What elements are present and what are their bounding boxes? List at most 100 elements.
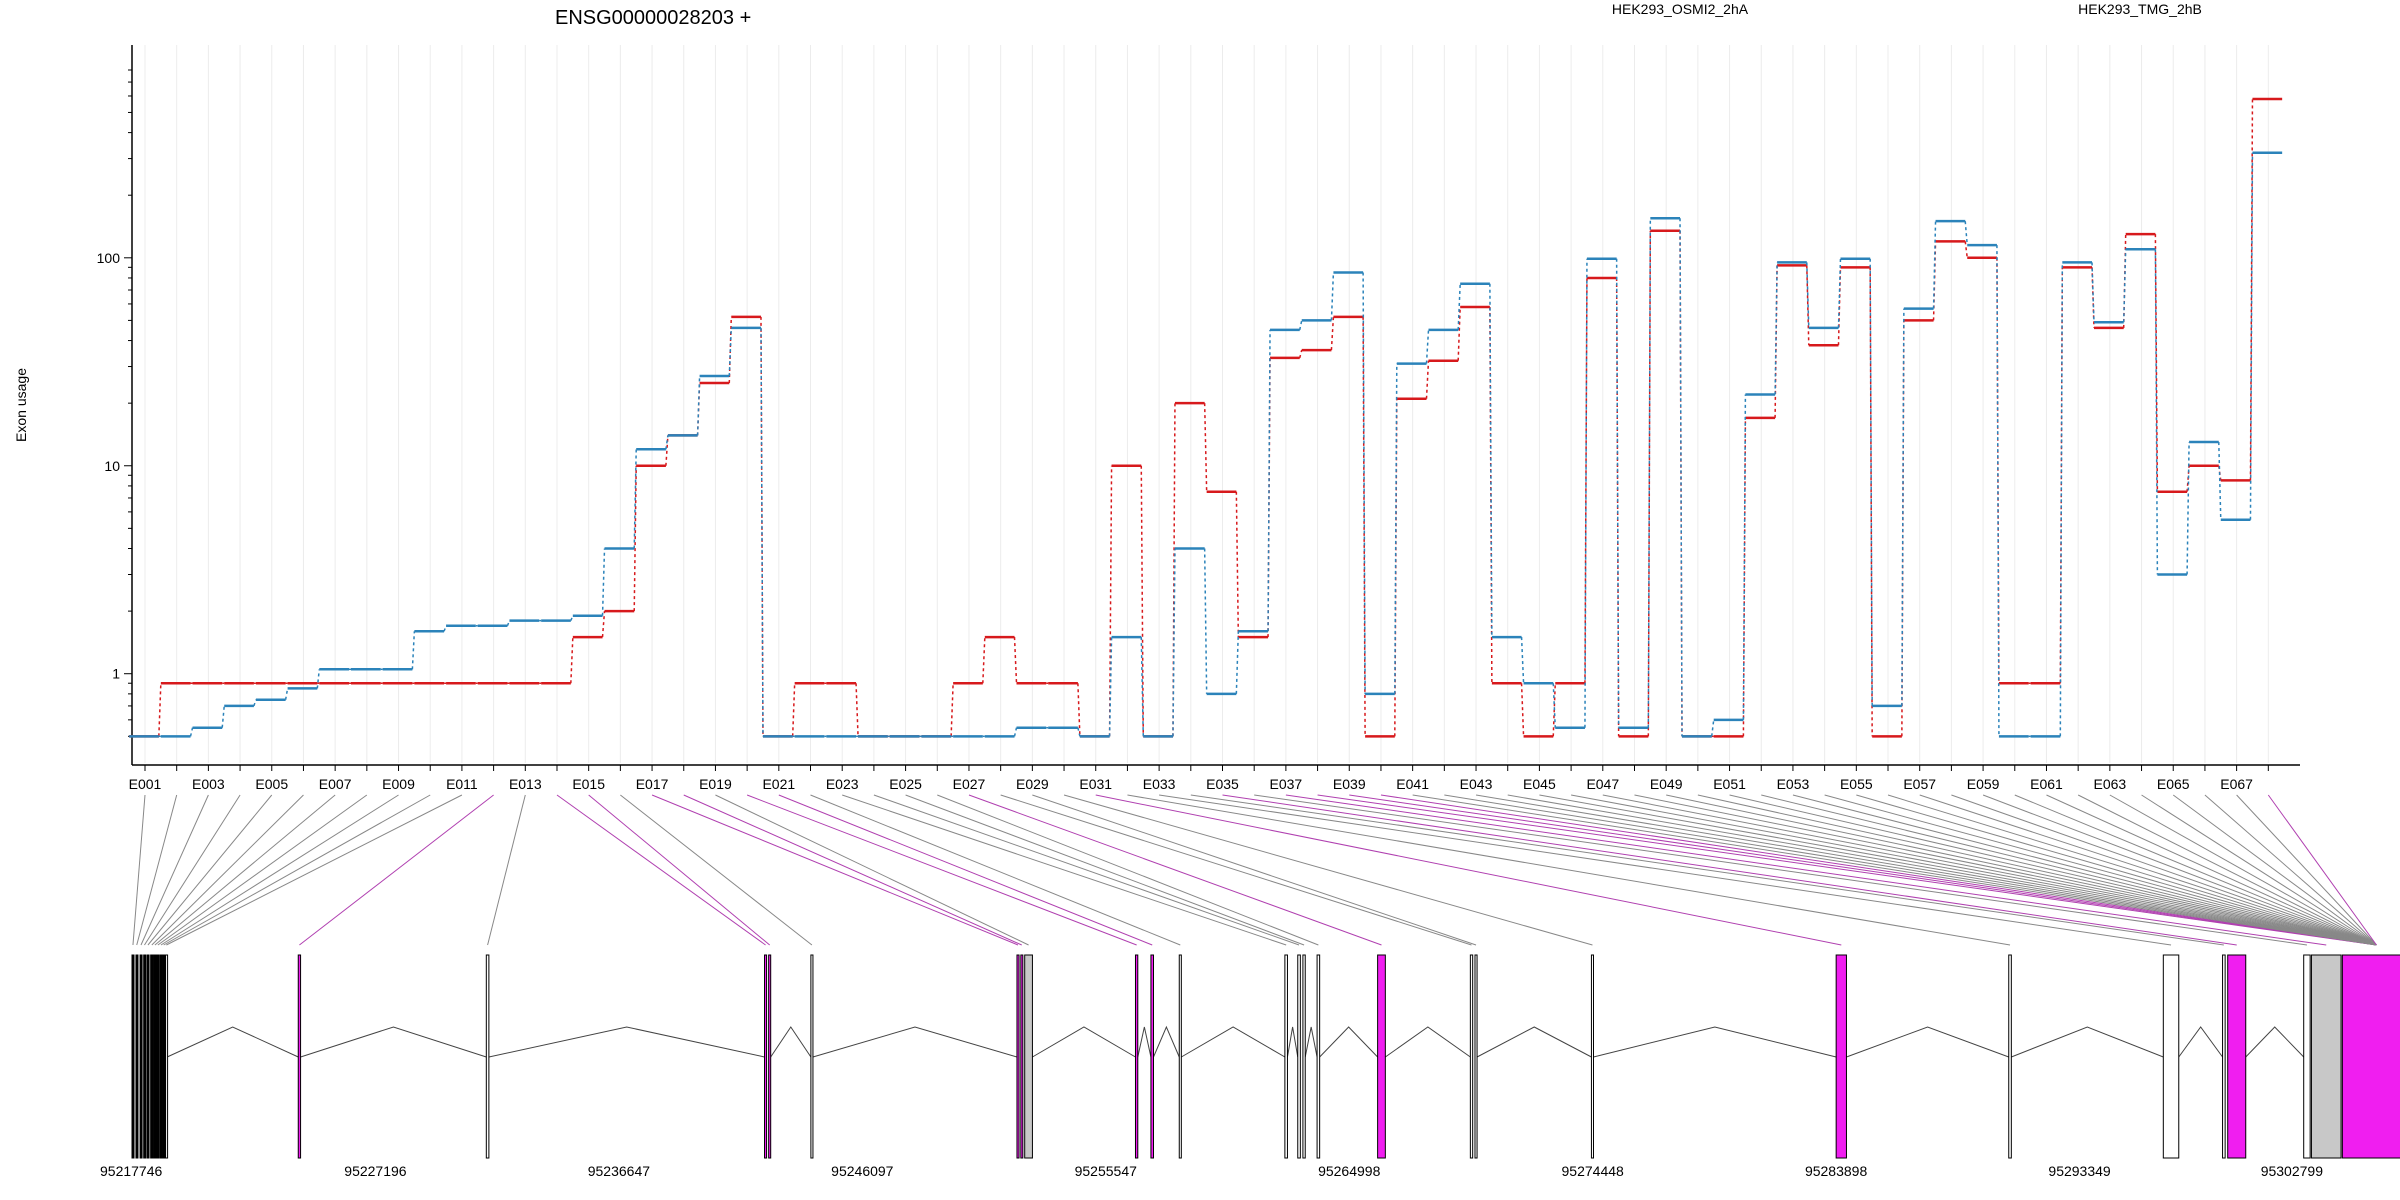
series-connector — [1932, 221, 1937, 309]
exon-connector — [937, 794, 1319, 946]
exon-box — [768, 954, 772, 1159]
exon-box — [1020, 954, 1024, 1159]
series-connector — [1362, 316, 1366, 737]
exon-connector — [163, 794, 431, 946]
exon-connector — [1539, 794, 2377, 946]
series-lines — [129, 97, 2283, 738]
exon-box — [2341, 954, 2400, 1159]
exon-connector — [1634, 794, 2377, 946]
x-tick-label: E031 — [1079, 776, 1112, 792]
exon-connector — [1697, 794, 2377, 946]
y-tick-label: 1 — [112, 666, 120, 682]
exon-connector — [1063, 794, 1593, 946]
genomic-tick-label: 95246097 — [831, 1163, 894, 1179]
exon-connector — [968, 794, 1382, 946]
series-2 — [129, 151, 2283, 738]
exon-connector — [1982, 794, 2377, 946]
intron-line — [1319, 1026, 1378, 1058]
exon-connector — [1729, 794, 2377, 946]
x-tick-label: E057 — [1903, 776, 1936, 792]
exon-box — [1590, 954, 1594, 1159]
series-connector — [665, 435, 669, 450]
x-tick-label: E019 — [699, 776, 732, 792]
series-connector — [855, 683, 859, 737]
exon-connector — [1475, 794, 2377, 946]
exon-connector — [2204, 794, 2377, 946]
x-tick-label: E009 — [382, 776, 415, 792]
exon-connector — [1792, 794, 2377, 946]
intron-line — [1181, 1026, 1286, 1058]
intron-line — [166, 1026, 299, 1058]
x-tick-label: E047 — [1586, 776, 1619, 792]
series-connector — [1299, 349, 1303, 359]
series-connector — [2154, 234, 2159, 492]
exon-connector — [2236, 794, 2377, 946]
x-tick-label: E039 — [1333, 776, 1366, 792]
exon-connector — [1000, 794, 1472, 946]
x-tick-label: E003 — [192, 776, 225, 792]
x-tick-label: E045 — [1523, 776, 1556, 792]
intron-line — [1476, 1026, 1592, 1058]
exon-connector — [2267, 794, 2377, 946]
genomic-tick-label: 95264998 — [1318, 1163, 1381, 1179]
exon-connector — [1666, 794, 2377, 946]
series-connector — [1489, 283, 1493, 638]
genomic-tick-label: 95236647 — [588, 1163, 651, 1179]
exon-box — [150, 954, 154, 1159]
legend-series-a: HEK293_OSMI2_2hA — [1612, 1, 1749, 17]
series-connector — [2186, 442, 2190, 575]
exon-box — [764, 954, 768, 1159]
x-tick-label: E017 — [636, 776, 669, 792]
series-connector — [2154, 249, 2159, 575]
series-connector — [1425, 360, 1430, 399]
series-connector — [1996, 245, 2000, 737]
x-tick-label: E035 — [1206, 776, 1239, 792]
series-connector — [158, 683, 162, 737]
y-tick-label: 10 — [104, 458, 120, 474]
exon-box — [485, 954, 490, 1159]
exon-box — [810, 954, 814, 1159]
series-connector — [1964, 221, 1968, 246]
x-tick-label: E027 — [953, 776, 986, 792]
genomic-axis: 95217746 95227196 95236647 95246097 95255547… — [100, 1163, 2323, 1179]
axes: 1 10 100 E001 E003 E005 E007 E009 E011 E013 E015 E0… — [97, 45, 2300, 792]
exon-box — [1284, 954, 1288, 1159]
exon-connector — [1127, 794, 2011, 946]
exon-box — [2303, 954, 2311, 1159]
x-tick-label: E065 — [2157, 776, 2190, 792]
x-tick-label: E061 — [2030, 776, 2063, 792]
series-connector — [633, 449, 637, 549]
x-tick-label: E001 — [129, 776, 162, 792]
series-connector — [1108, 637, 1113, 737]
series-connector — [1394, 363, 1398, 694]
series-connector — [1806, 262, 1810, 328]
series-connector — [950, 683, 954, 737]
exon-box — [159, 954, 163, 1159]
x-tick-label: E021 — [762, 776, 795, 792]
series-connector — [1457, 283, 1461, 330]
exon-connector — [1571, 794, 2377, 946]
exon-connector — [2046, 794, 2377, 946]
exon-connector — [556, 794, 766, 946]
exon-box — [165, 954, 169, 1159]
series-connector — [1710, 719, 1715, 737]
series-connector — [1774, 265, 1778, 418]
series-connector — [2122, 249, 2127, 323]
exon-box — [297, 954, 302, 1159]
series-connector — [411, 631, 416, 670]
exon-connector — [620, 794, 813, 946]
series-connector — [2091, 262, 2095, 323]
intron-line — [1304, 1026, 1318, 1058]
genomic-tick-label: 95255547 — [1075, 1163, 1138, 1179]
exon-connector — [2109, 794, 2377, 946]
exon-connector — [154, 794, 336, 946]
exon-connector — [746, 794, 1137, 946]
x-tick-label: E051 — [1713, 776, 1746, 792]
intron-line — [1032, 1026, 1136, 1058]
exon-connector — [810, 794, 1181, 946]
genomic-tick-label: 95217746 — [100, 1163, 163, 1179]
x-tick-label: E015 — [572, 776, 605, 792]
exon-connectors — [132, 794, 2377, 946]
series-connector — [696, 376, 701, 436]
x-tick-label: E041 — [1396, 776, 1429, 792]
